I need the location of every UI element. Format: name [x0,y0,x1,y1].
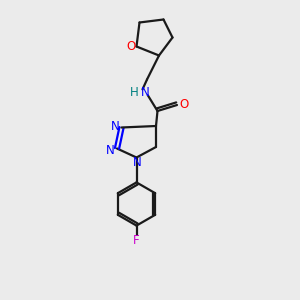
Text: N: N [106,143,115,157]
Text: O: O [179,98,188,111]
Text: F: F [133,233,140,247]
Text: N: N [140,86,149,100]
Text: N: N [110,119,119,133]
Text: N: N [133,156,142,170]
Text: O: O [127,40,136,53]
Text: H: H [130,86,139,100]
